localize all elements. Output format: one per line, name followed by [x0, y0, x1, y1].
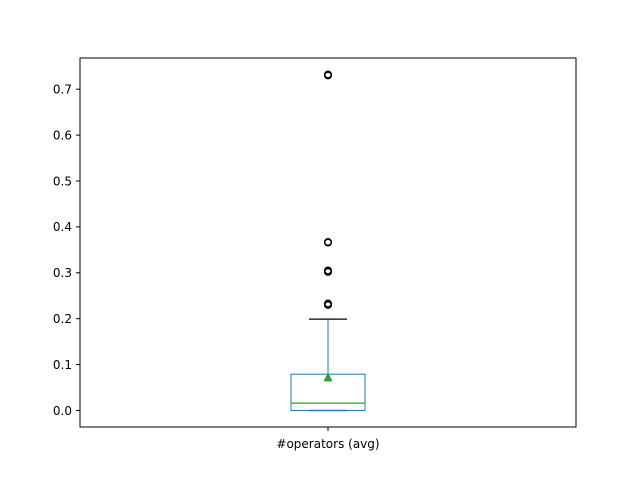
plot-marks: [290, 70, 366, 412]
y-tick-label: 0.4: [53, 220, 72, 234]
outlier-point: [324, 266, 333, 275]
y-tick-label: 0.1: [53, 358, 72, 372]
y-tick-label: 0.7: [53, 83, 72, 97]
x-axis: #operators (avg): [276, 427, 380, 451]
y-tick-label: 0.3: [53, 266, 72, 280]
mean-marker: [323, 372, 333, 382]
y-tick-label: 0.0: [53, 404, 72, 418]
outlier-point: [324, 70, 333, 79]
y-tick-label: 0.6: [53, 128, 72, 142]
y-axis: 0.0 0.1 0.2 0.3 0.4 0.5 0.6 0.7: [53, 83, 80, 418]
y-tick-label: 0.5: [53, 174, 72, 188]
outlier-point: [324, 299, 333, 308]
y-tick-label: 0.2: [53, 312, 72, 326]
x-tick-label: #operators (avg): [276, 437, 379, 451]
outlier-point: [324, 238, 333, 247]
